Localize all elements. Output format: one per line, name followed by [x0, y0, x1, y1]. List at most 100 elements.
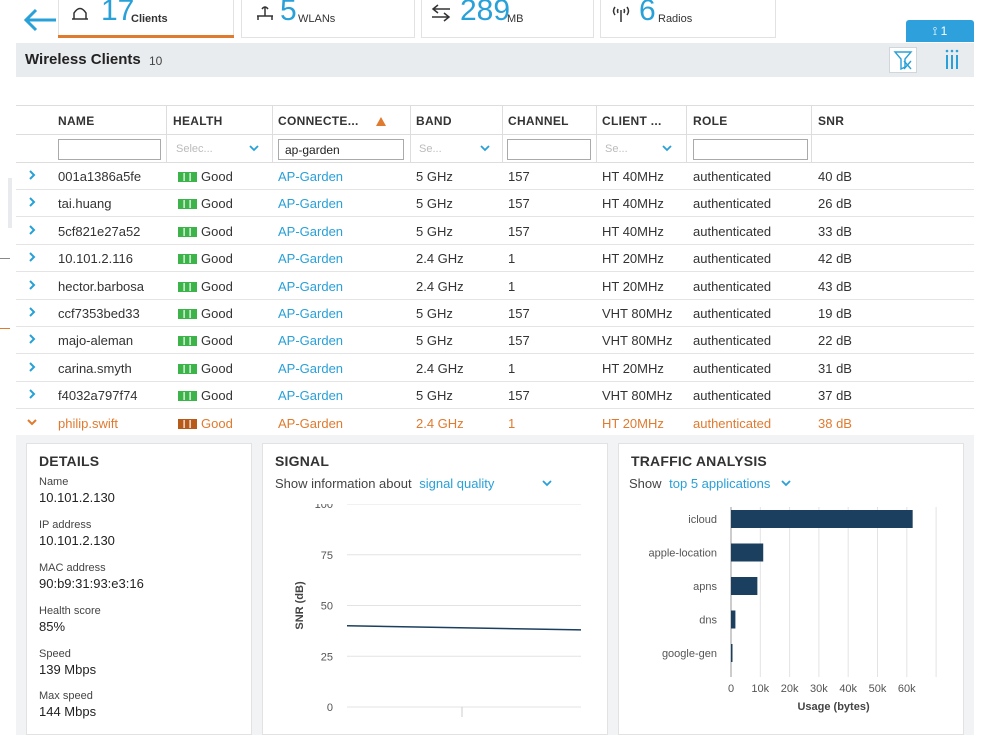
health-cell: Good	[178, 361, 233, 376]
health-bars-icon	[178, 199, 197, 210]
role-filter-input[interactable]	[693, 139, 808, 160]
edge-marker	[0, 328, 10, 329]
ap-cell[interactable]: AP-Garden	[278, 251, 344, 267]
table-row[interactable]: 10.101.2.116 Good AP-Garden 2.4 GHz 1 HT 20MH…	[16, 245, 974, 273]
band-cell: 5 GHz	[416, 333, 453, 349]
ap-cell[interactable]: AP-Garden	[278, 388, 344, 404]
chevron-down-icon	[249, 145, 259, 152]
ap-cell[interactable]: AP-Garden	[278, 306, 344, 321]
columns-icon[interactable]	[944, 49, 960, 71]
chevron-right-icon[interactable]	[26, 305, 38, 319]
chevron-down-icon[interactable]	[26, 415, 38, 429]
chevron-right-icon[interactable]	[26, 387, 38, 401]
client-filter-placeholder: Se...	[605, 143, 628, 155]
chevron-right-icon[interactable]	[26, 332, 38, 346]
table-row[interactable]: hector.barbosa Good AP-Garden 2.4 GHz 1 HT 20…	[16, 273, 974, 300]
connected-filter-input[interactable]: ap-garden	[278, 139, 404, 160]
band-cell: 5 GHz	[416, 169, 453, 184]
y-tick-label: 100	[315, 504, 333, 511]
health-bars-icon	[178, 363, 197, 374]
col-header-name[interactable]: NAME	[58, 114, 95, 128]
col-header-connected[interactable]: CONNECTE...	[278, 114, 359, 128]
table-row[interactable]: carina.smyth Good AP-Garden 2.4 GHz 1 HT 20MH…	[16, 355, 974, 382]
chevron-right-icon[interactable]	[26, 223, 38, 237]
snr-cell: 19 dB	[818, 306, 852, 321]
tab-traffic[interactable]: 289 MB	[421, 0, 594, 38]
role-cell: authenticated	[693, 360, 772, 376]
traffic-selection[interactable]: top 5 applications	[669, 476, 771, 491]
chevron-down-icon[interactable]	[541, 478, 553, 488]
table-row[interactable]: tai.huang Good AP-Garden 5 GHz 157 HT 40MHz au…	[16, 190, 974, 218]
table-row[interactable]: 5cf821e27a52 Good AP-Garden 5 GHz 157 HT 40MH…	[16, 218, 974, 245]
detail-label: Health score	[39, 605, 101, 617]
y-tick-label: 50	[321, 601, 333, 613]
role-cell: authenticated	[693, 223, 772, 239]
health-bars-icon	[178, 226, 197, 237]
health-filter-select[interactable]: Selec...	[174, 139, 260, 160]
health-label: Good	[201, 306, 233, 321]
column-divider	[166, 105, 167, 163]
edge-marker	[0, 258, 10, 259]
chevron-right-icon[interactable]	[26, 250, 38, 264]
traffic-title: TRAFFIC ANALYSIS	[631, 453, 767, 469]
column-divider	[502, 105, 503, 163]
traffic-value: 289	[460, 0, 511, 27]
channel-filter-input[interactable]	[507, 139, 591, 160]
table-row[interactable]: 001a1386a5fe Good AP-Garden 5 GHz 157 HT 40MH…	[16, 163, 974, 190]
chevron-right-icon[interactable]	[26, 278, 38, 292]
name-filter-input[interactable]	[58, 139, 161, 160]
tab-radios[interactable]: 6 Radios	[600, 0, 776, 38]
tab-wlans[interactable]: 5 WLANs	[241, 0, 415, 38]
x-tick-label: 30k	[810, 683, 828, 695]
chevron-right-icon[interactable]	[26, 195, 38, 209]
col-header-snr[interactable]: SNR	[818, 114, 845, 128]
table-row[interactable]: philip.swift Good AP-Garden 2.4 GHz 1 HT 20MH…	[16, 410, 974, 437]
snr-cell: 42 dB	[818, 251, 852, 267]
sort-asc-icon[interactable]	[376, 117, 386, 126]
role-cell: authenticated	[693, 306, 772, 321]
detail-value: 144 Mbps	[39, 704, 97, 719]
clear-filter-button[interactable]	[889, 47, 917, 73]
detail-label: IP address	[39, 519, 92, 531]
category-label: dns	[699, 615, 717, 627]
traffic-show-selector[interactable]: Show top 5 applications	[629, 476, 770, 491]
ap-cell[interactable]: AP-Garden	[278, 360, 344, 376]
ap-cell[interactable]: AP-Garden	[278, 278, 344, 294]
ap-cell[interactable]: AP-Garden	[278, 196, 344, 212]
col-header-client[interactable]: CLIENT ...	[602, 114, 662, 128]
health-cell: Good	[178, 196, 233, 211]
col-header-channel[interactable]: CHANNEL	[508, 114, 569, 128]
snr-cell: 26 dB	[818, 196, 852, 212]
network-icon	[257, 6, 273, 20]
tab-clients[interactable]: 17 Clients	[58, 0, 234, 38]
ap-badge[interactable]: ⟟ 1	[906, 20, 974, 42]
health-cell: Good	[178, 251, 233, 266]
signal-selection[interactable]: signal quality	[419, 476, 495, 491]
chevron-right-icon[interactable]	[26, 168, 38, 182]
ap-cell[interactable]: AP-Garden	[278, 333, 344, 349]
category-label: google-gen	[662, 648, 717, 660]
ap-cell[interactable]: AP-Garden	[278, 415, 344, 431]
table-row[interactable]: majo-aleman Good AP-Garden 5 GHz 157 VHT 80MH…	[16, 327, 974, 355]
client-filter-select[interactable]: Se...	[603, 139, 673, 160]
signal-show-selector[interactable]: Show information about signal quality	[275, 476, 494, 491]
chevron-right-icon[interactable]	[26, 360, 38, 374]
x-tick-label: 10k	[751, 683, 769, 695]
table-row[interactable]: f4032a797f74 Good AP-Garden 5 GHz 157 VHT 80M…	[16, 382, 974, 410]
table-row[interactable]: ccf7353bed33 Good AP-Garden 5 GHz 157 VHT 80M…	[16, 300, 974, 327]
health-cell: Good	[178, 224, 233, 239]
back-arrow-icon[interactable]	[22, 4, 58, 32]
band-filter-select[interactable]: Se...	[417, 139, 491, 160]
col-header-health[interactable]: HEALTH	[173, 114, 223, 128]
x-tick-label: 20k	[781, 683, 799, 695]
health-label: Good	[201, 169, 233, 184]
ap-cell[interactable]: AP-Garden	[278, 223, 344, 239]
health-label: Good	[201, 388, 233, 404]
col-header-band[interactable]: BAND	[416, 114, 452, 128]
col-header-role[interactable]: ROLE	[693, 114, 728, 128]
health-label: Good	[201, 196, 233, 212]
role-cell: authenticated	[693, 388, 772, 404]
ap-cell[interactable]: AP-Garden	[278, 169, 344, 184]
chevron-down-icon[interactable]	[780, 478, 792, 488]
client-cell: HT 20MHz	[602, 251, 664, 267]
